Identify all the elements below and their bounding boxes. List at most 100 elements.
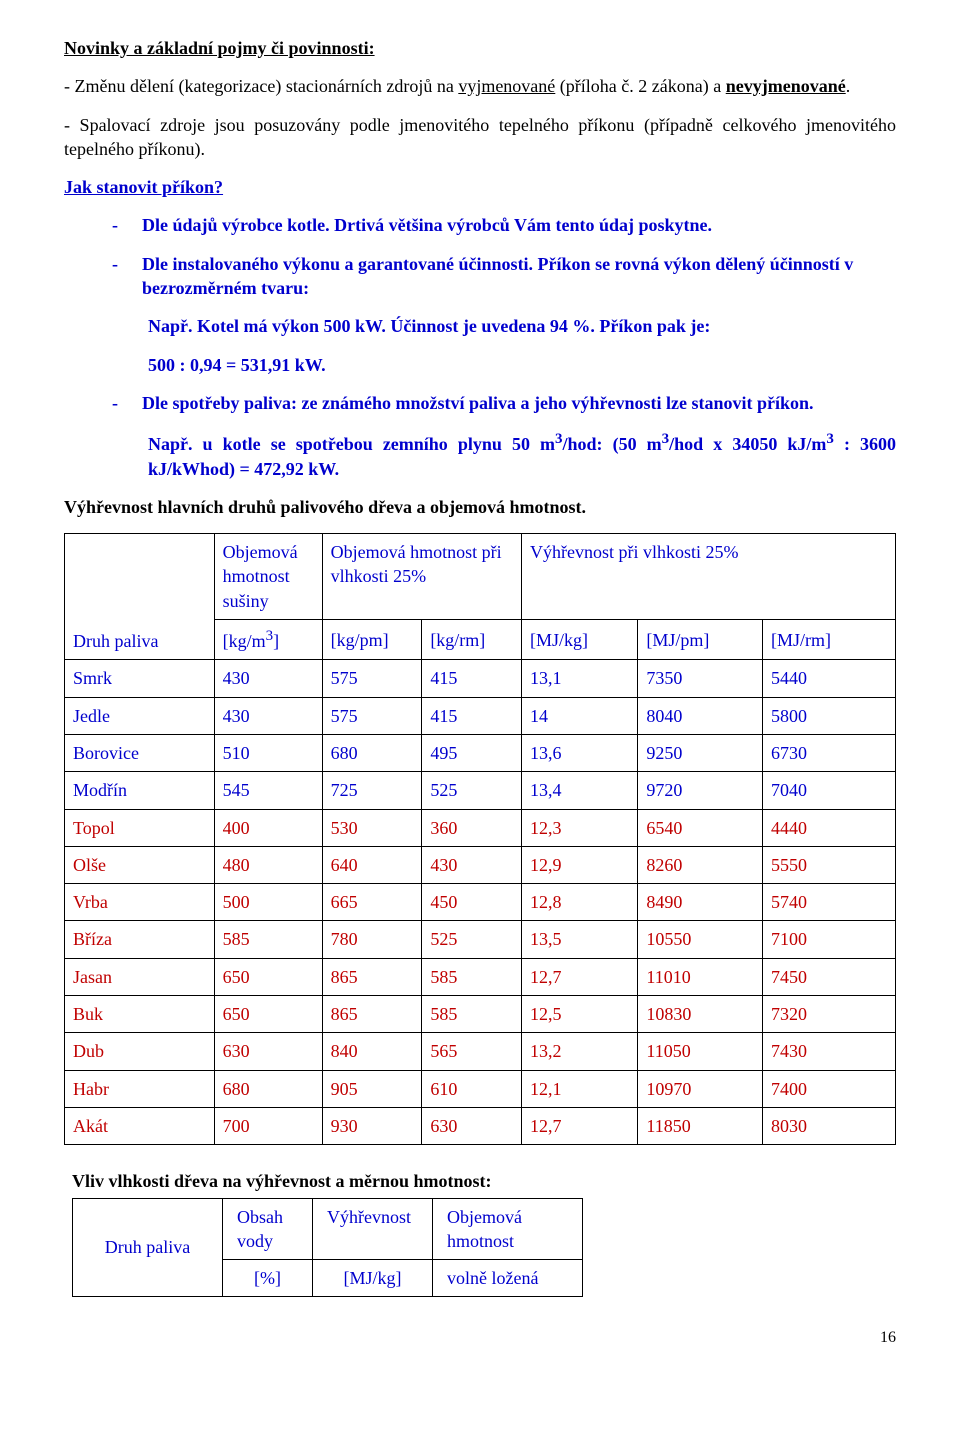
p1-text-e: . bbox=[846, 76, 851, 96]
dash-marker: - bbox=[106, 213, 142, 237]
row-value: 585 bbox=[214, 921, 322, 958]
row-name: Akát bbox=[65, 1107, 215, 1144]
row-value: 610 bbox=[422, 1070, 522, 1107]
li2-example-a: Např. Kotel má výkon 500 kW. Účinnost je… bbox=[148, 314, 896, 338]
row-value: 13,4 bbox=[522, 772, 638, 809]
table-row: Jasan65086558512,7110107450 bbox=[65, 958, 896, 995]
row-value: 415 bbox=[422, 660, 522, 697]
para-combustion-sources: - Spalovací zdroje jsou posuzovány podle… bbox=[64, 113, 896, 162]
row-name: Smrk bbox=[65, 660, 215, 697]
row-value: 585 bbox=[422, 958, 522, 995]
row-value: 10970 bbox=[638, 1070, 763, 1107]
row-value: 7100 bbox=[763, 921, 896, 958]
table-row: Olše48064043012,982605550 bbox=[65, 846, 896, 883]
row-value: 780 bbox=[322, 921, 422, 958]
list-item-fuel-consumption: - Dle spotřeby paliva: ze známého množst… bbox=[106, 391, 896, 415]
row-value: 7400 bbox=[763, 1070, 896, 1107]
row-value: 700 bbox=[214, 1107, 322, 1144]
t1-h-cal25: Výhřevnost při vlhkosti 25% bbox=[522, 534, 896, 620]
row-value: 665 bbox=[322, 884, 422, 921]
p1-underline-named: vyjmenované bbox=[458, 76, 555, 96]
row-value: 525 bbox=[422, 772, 522, 809]
t1-u-mjpm: [MJ/pm] bbox=[638, 620, 763, 660]
row-value: 4440 bbox=[763, 809, 896, 846]
row-name: Habr bbox=[65, 1070, 215, 1107]
row-value: 400 bbox=[214, 809, 322, 846]
table2-title: Vliv vlhkosti dřeva na výhřevnost a měrn… bbox=[72, 1169, 896, 1193]
t1-u-mjrm: [MJ/rm] bbox=[763, 620, 896, 660]
row-value: 630 bbox=[214, 1033, 322, 1070]
row-name: Olše bbox=[65, 846, 215, 883]
subheading-how-determine-input: Jak stanovit příkon? bbox=[64, 175, 896, 199]
row-value: 8490 bbox=[638, 884, 763, 921]
dash-marker: - bbox=[106, 391, 142, 415]
sup-3: 3 bbox=[266, 628, 274, 644]
table1-title: Výhřevnost hlavních druhů palivového dře… bbox=[64, 495, 896, 519]
row-value: 725 bbox=[322, 772, 422, 809]
row-value: 930 bbox=[322, 1107, 422, 1144]
table-row: Bříza58578052513,5105507100 bbox=[65, 921, 896, 958]
input-determination-list: - Dle údajů výrobce kotle. Drtivá většin… bbox=[106, 213, 896, 480]
table-moisture-effect: Druh paliva Obsah vody Výhřevnost Objemo… bbox=[72, 1198, 583, 1298]
table-row: Borovice51068049513,692506730 bbox=[65, 734, 896, 771]
row-name: Topol bbox=[65, 809, 215, 846]
row-value: 12,8 bbox=[522, 884, 638, 921]
row-name: Modřín bbox=[65, 772, 215, 809]
sup-3: 3 bbox=[826, 431, 834, 447]
row-value: 500 bbox=[214, 884, 322, 921]
row-name: Dub bbox=[65, 1033, 215, 1070]
t1-u-kgpm: [kg/pm] bbox=[322, 620, 422, 660]
row-value: 7350 bbox=[638, 660, 763, 697]
table-row: Buk65086558512,5108307320 bbox=[65, 996, 896, 1033]
row-value: 450 bbox=[422, 884, 522, 921]
row-value: 525 bbox=[422, 921, 522, 958]
row-value: 840 bbox=[322, 1033, 422, 1070]
row-value: 12,7 bbox=[522, 958, 638, 995]
row-value: 495 bbox=[422, 734, 522, 771]
t2-h-cal: Výhřevnost bbox=[313, 1198, 433, 1260]
row-value: 8260 bbox=[638, 846, 763, 883]
t1-u-kgm3-a: [kg/m bbox=[223, 631, 266, 651]
t2-u-loose: volně ložená bbox=[433, 1260, 583, 1297]
row-value: 430 bbox=[214, 660, 322, 697]
dash-marker: - bbox=[106, 252, 142, 301]
row-value: 680 bbox=[214, 1070, 322, 1107]
li3a-b: /hod: (50 m bbox=[563, 434, 662, 454]
table-row: Modřín54572552513,497207040 bbox=[65, 772, 896, 809]
p1-underline-unnamed: nevyjmenované bbox=[726, 76, 846, 96]
row-value: 7430 bbox=[763, 1033, 896, 1070]
row-value: 865 bbox=[322, 958, 422, 995]
row-value: 11050 bbox=[638, 1033, 763, 1070]
li1-text: Dle údajů výrobce kotle. Drtivá většina … bbox=[142, 213, 896, 237]
t1-u-kgrm: [kg/rm] bbox=[422, 620, 522, 660]
row-value: 640 bbox=[322, 846, 422, 883]
row-value: 575 bbox=[322, 697, 422, 734]
li2-text: Dle instalovaného výkonu a garantované ú… bbox=[142, 252, 896, 301]
row-value: 5550 bbox=[763, 846, 896, 883]
row-value: 530 bbox=[322, 809, 422, 846]
row-name: Jedle bbox=[65, 697, 215, 734]
row-value: 630 bbox=[422, 1107, 522, 1144]
table-row: Smrk43057541513,173505440 bbox=[65, 660, 896, 697]
table-row: Vrba50066545012,884905740 bbox=[65, 884, 896, 921]
row-value: 13,5 bbox=[522, 921, 638, 958]
li3a-a: Např. u kotle se spotřebou zemního plynu… bbox=[148, 434, 555, 454]
row-value: 14 bbox=[522, 697, 638, 734]
row-value: 480 bbox=[214, 846, 322, 883]
para-change-classification: - Změnu dělení (kategorizace) stacionárn… bbox=[64, 74, 896, 98]
row-value: 9250 bbox=[638, 734, 763, 771]
row-name: Buk bbox=[65, 996, 215, 1033]
page-number: 16 bbox=[64, 1327, 896, 1349]
row-value: 415 bbox=[422, 697, 522, 734]
row-value: 11010 bbox=[638, 958, 763, 995]
table-row: Topol40053036012,365404440 bbox=[65, 809, 896, 846]
t1-h-densdry: Objemová hmotnost sušiny bbox=[214, 534, 322, 620]
row-value: 7450 bbox=[763, 958, 896, 995]
row-value: 11850 bbox=[638, 1107, 763, 1144]
row-value: 545 bbox=[214, 772, 322, 809]
list-item-installed-power: - Dle instalovaného výkonu a garantované… bbox=[106, 252, 896, 301]
t1-u-kgm3-b: ] bbox=[273, 631, 279, 651]
t1-h-fuel: Druh paliva bbox=[65, 534, 215, 660]
row-value: 5440 bbox=[763, 660, 896, 697]
row-value: 12,9 bbox=[522, 846, 638, 883]
